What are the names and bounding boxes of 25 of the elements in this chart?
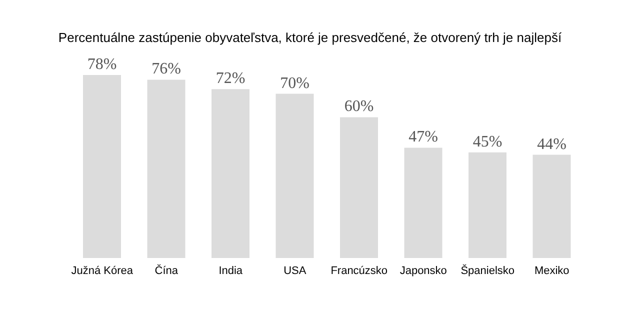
x-tick-label: USA xyxy=(284,264,307,277)
x-tick-label: Španielsko xyxy=(460,264,515,277)
x-tick-label: India xyxy=(218,264,244,277)
data-label: 78% xyxy=(87,56,117,73)
chart-title: Percentuálne zastúpenie obyvateľstva, ktoré je presvedčené, že otvorený trh je najlepší xyxy=(57,30,563,45)
bar xyxy=(212,89,250,258)
bar xyxy=(147,80,186,258)
x-tick-label: Čína xyxy=(154,264,179,277)
bar xyxy=(276,94,314,258)
data-label: 60% xyxy=(344,98,374,116)
data-label: 70% xyxy=(280,74,310,92)
data-label: 44% xyxy=(537,136,566,153)
bar xyxy=(340,117,378,258)
bar xyxy=(83,75,121,258)
x-tick-label: Južná Kórea xyxy=(71,264,134,277)
bar xyxy=(468,152,506,258)
data-label: 76% xyxy=(152,60,181,78)
x-tick-label: Mexiko xyxy=(534,264,570,277)
data-label: 45% xyxy=(472,133,502,150)
bar xyxy=(404,148,442,258)
data-label: 47% xyxy=(408,128,438,146)
bar xyxy=(532,154,571,258)
data-label: 72% xyxy=(216,70,246,88)
x-tick-label: Francúzsko xyxy=(330,264,388,277)
x-tick-label: Japonsko xyxy=(400,264,447,277)
